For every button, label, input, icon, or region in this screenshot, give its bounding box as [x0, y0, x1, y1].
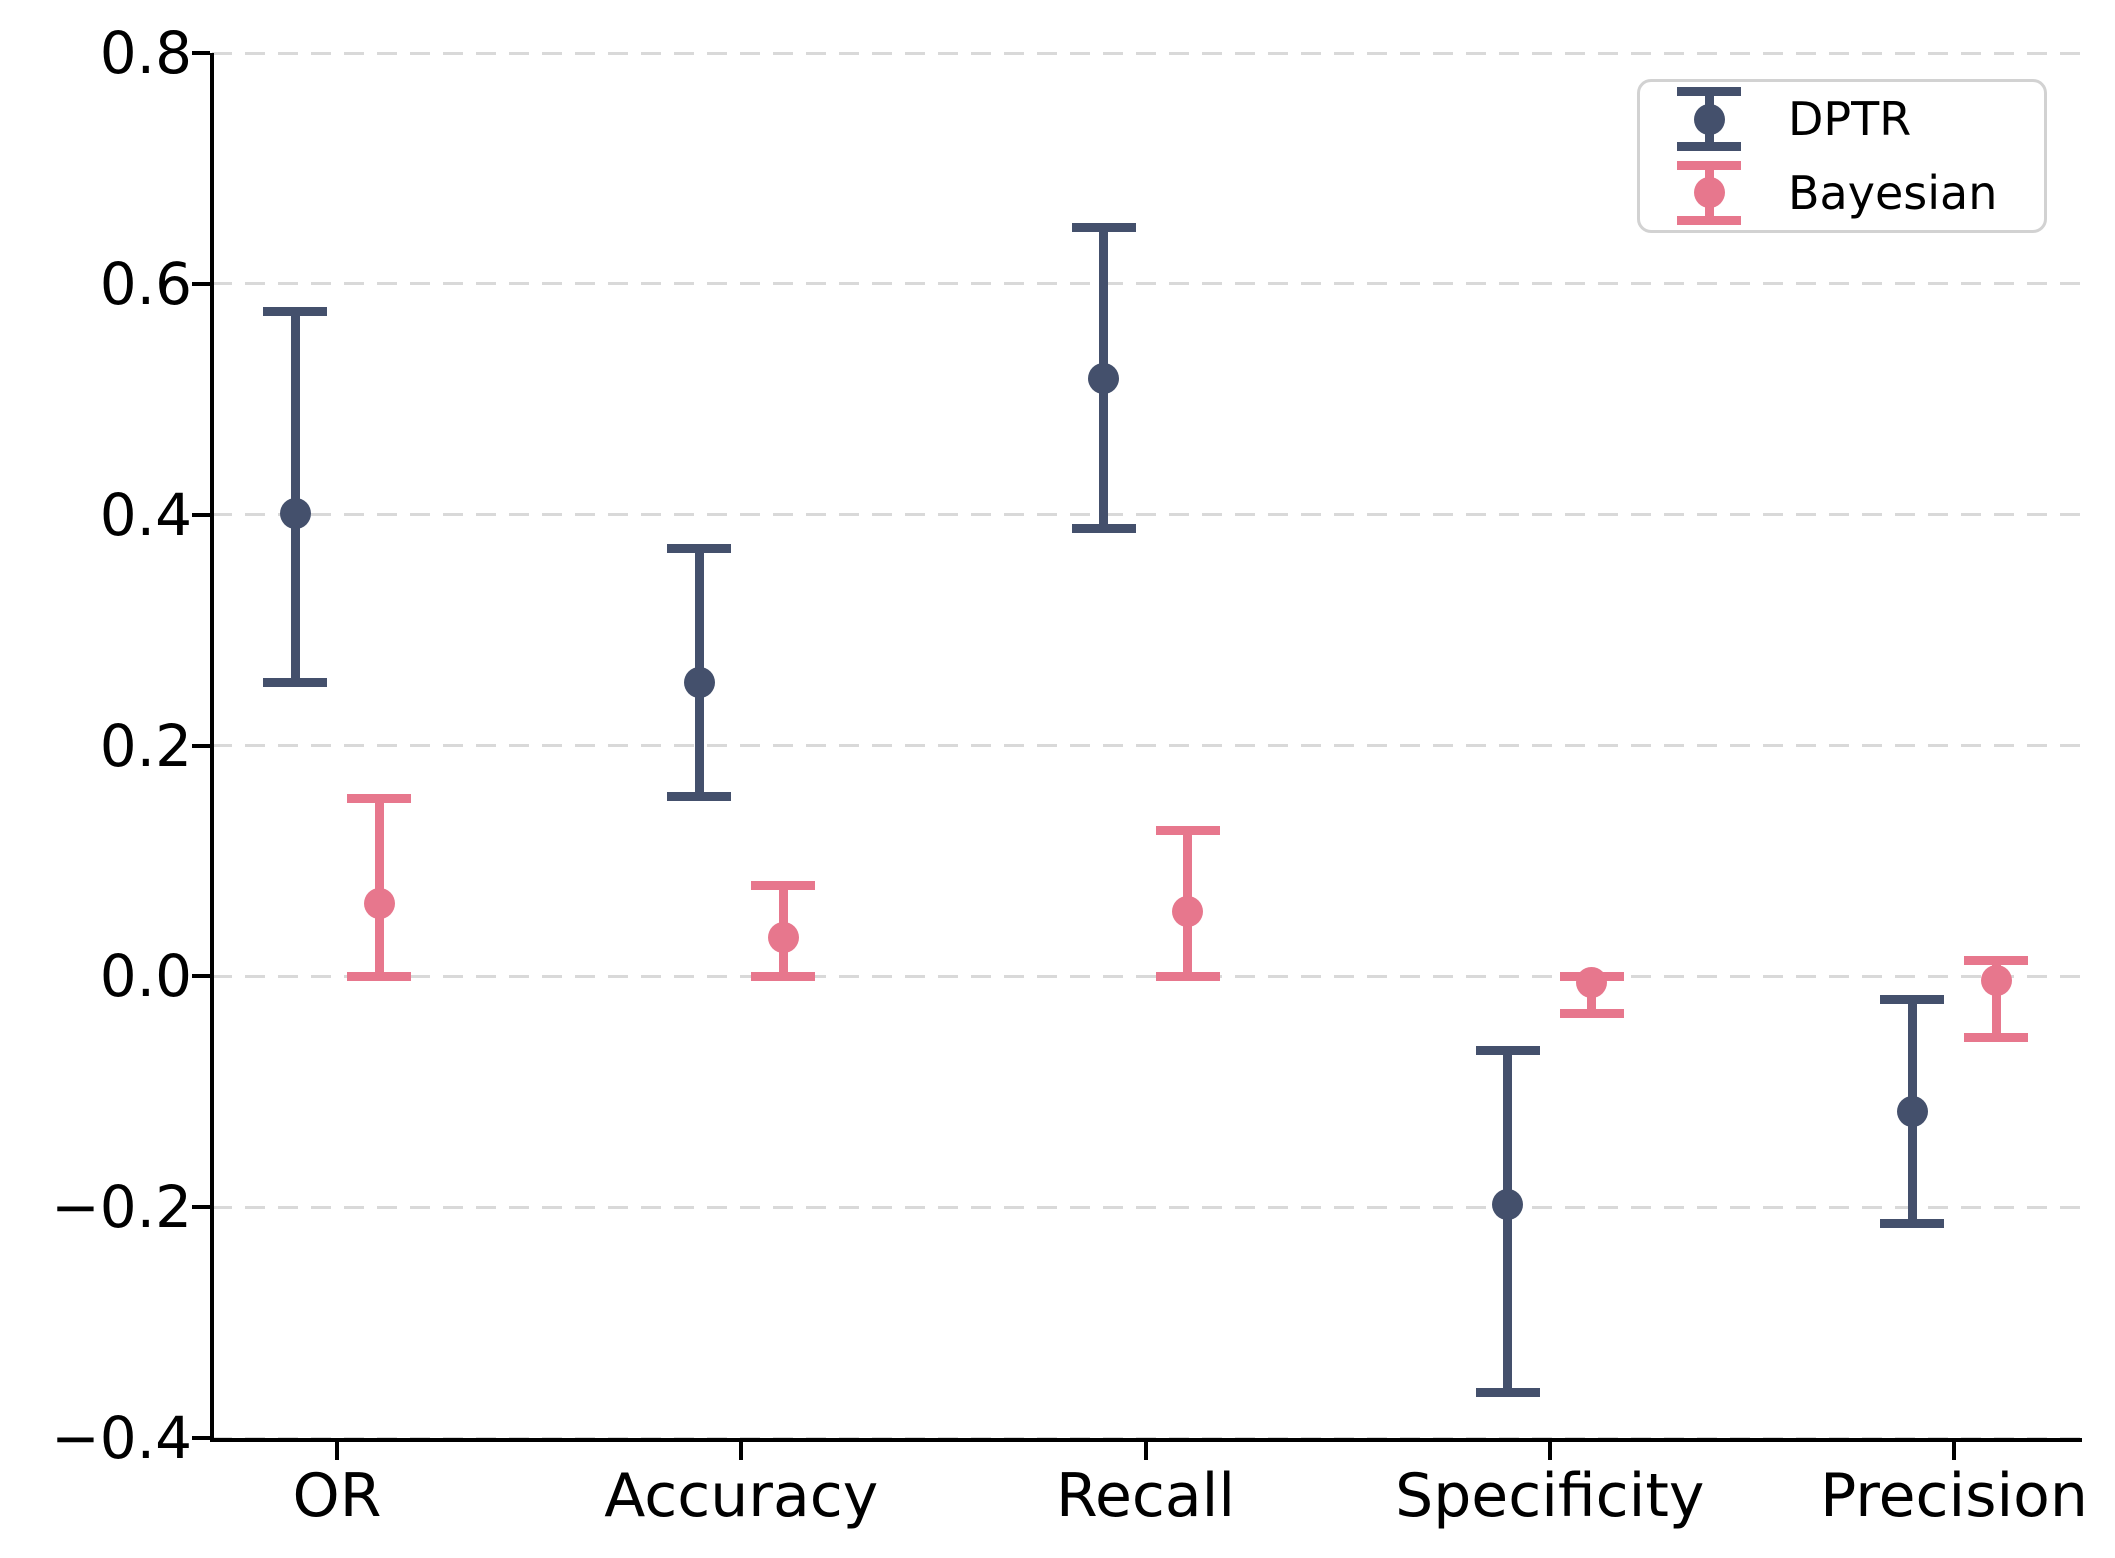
errorbar-line	[290, 311, 300, 683]
errorbar-cap-bottom	[1475, 1388, 1540, 1398]
y-tick-label: 0.2	[99, 711, 192, 780]
errorbar-cap-bottom	[1559, 1008, 1624, 1018]
errorbar-bayesian-accuracy	[751, 880, 816, 981]
errorbar-cap-bottom	[1964, 1033, 2028, 1042]
x-tick-label-recall: Recall	[1055, 1461, 1236, 1531]
errorbar-dptr-specificity	[1475, 1045, 1540, 1398]
errorbar-cap-bottom	[347, 971, 411, 981]
errorbar-marker-icon	[1676, 87, 1742, 152]
y-tick-mark	[192, 281, 210, 286]
errorbar-bayesian-or	[347, 794, 411, 981]
errorbar-dptr-or	[263, 307, 327, 687]
gridline	[212, 744, 2080, 747]
marker-dot	[767, 921, 799, 953]
x-tick-label-accuracy: Accuracy	[604, 1461, 879, 1531]
errorbar-dptr-accuracy	[667, 543, 732, 801]
x-tick-mark	[1547, 1442, 1552, 1460]
marker-dot	[1492, 1189, 1524, 1221]
x-tick-label-precision: Precision	[1820, 1461, 2088, 1531]
errorbar-cap-bottom	[667, 791, 732, 801]
marker-dot	[279, 498, 311, 529]
gridline	[212, 974, 2080, 978]
marker-dot	[1693, 177, 1725, 209]
x-tick-label-specificity: Specificity	[1395, 1461, 1705, 1531]
legend-item-dptr: DPTR	[1640, 83, 2044, 155]
errorbar-cap-bottom	[1677, 142, 1741, 152]
y-tick-mark	[192, 1205, 210, 1210]
errorbar-bayesian-precision	[1964, 955, 2028, 1042]
y-tick-label: 0.6	[99, 249, 192, 318]
y-tick-mark	[192, 512, 210, 517]
y-tick-mark	[192, 1436, 210, 1440]
y-tick-label: −0.2	[51, 1173, 192, 1242]
marker-dot	[1088, 362, 1119, 394]
errorbar-cap-bottom	[1677, 215, 1741, 225]
errorbar-dptr-precision	[1880, 994, 1944, 1228]
x-axis-spine	[210, 1438, 2082, 1442]
marker-dot	[1172, 896, 1203, 928]
errorbar-cap-bottom	[1880, 1218, 1944, 1228]
gridline	[212, 282, 2080, 286]
y-tick-mark	[192, 974, 210, 979]
gridline	[212, 513, 2080, 517]
legend-label-bayesian: Bayesian	[1788, 165, 1998, 220]
legend-item-bayesian: Bayesian	[1640, 157, 2044, 229]
errorbar-bayesian-specificity	[1559, 966, 1624, 1018]
errorbar-line	[374, 798, 384, 977]
errorbar-marker-icon	[1676, 160, 1742, 225]
y-tick-mark	[192, 743, 210, 748]
errorbar-cap-bottom	[1155, 971, 1220, 981]
y-tick-label: 0.0	[99, 942, 192, 1011]
x-tick-label-or: OR	[292, 1461, 382, 1531]
errorbar-line	[1503, 1050, 1513, 1393]
errorbar-cap-bottom	[263, 677, 327, 687]
x-tick-mark	[739, 1442, 744, 1460]
errorbar-bayesian-recall	[1155, 826, 1220, 981]
y-tick-label: 0.4	[99, 480, 192, 549]
marker-dot	[1896, 1095, 1928, 1127]
errorbar-line	[1991, 960, 2001, 1038]
y-axis-spine	[210, 53, 214, 1440]
marker-dot	[1576, 966, 1608, 998]
y-tick-mark	[192, 51, 210, 55]
errorbar-cap-bottom	[751, 971, 816, 981]
x-tick-mark	[1952, 1442, 1956, 1460]
y-tick-label: −0.4	[51, 1404, 192, 1472]
x-tick-mark	[1143, 1442, 1148, 1460]
legend-label-dptr: DPTR	[1788, 92, 1912, 147]
x-tick-mark	[335, 1442, 339, 1460]
legend-marker-dptr	[1677, 87, 1741, 152]
legend-marker-bayesian	[1677, 160, 1741, 225]
marker-dot	[1693, 103, 1725, 135]
errorbar-dptr-recall	[1071, 222, 1136, 533]
marker-dot	[363, 888, 395, 920]
plot-area	[192, 51, 2082, 1460]
marker-dot	[1980, 965, 2012, 997]
gridline	[212, 51, 2080, 55]
gridline	[212, 1205, 2080, 1209]
marker-dot	[683, 666, 715, 698]
y-tick-label: 0.8	[99, 19, 192, 87]
errorbar-cap-bottom	[1071, 524, 1136, 533]
legend: DPTR Bayesian	[1637, 79, 2047, 233]
